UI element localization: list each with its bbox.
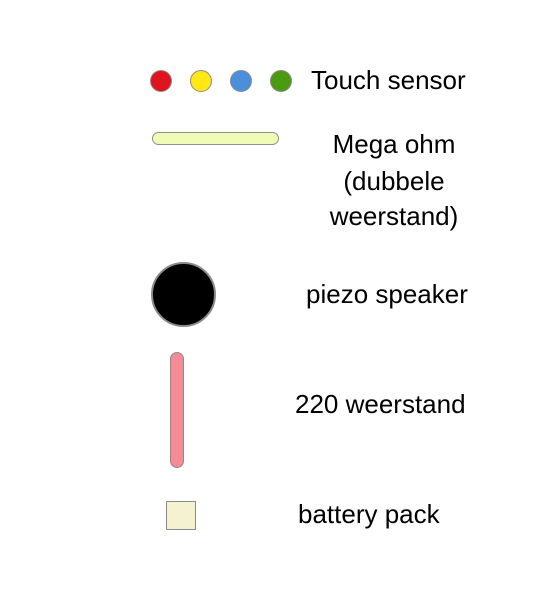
touch-sensor-dot-green (270, 70, 292, 92)
resistor-220-symbol (170, 352, 184, 468)
touch-sensor-label: Touch sensor (311, 65, 466, 95)
touch-sensor-dot-yellow (190, 70, 212, 92)
mega-ohm-label-line-3: weerstand) (329, 201, 459, 231)
battery-pack-symbol (166, 501, 196, 530)
piezo-speaker-label: piezo speaker (306, 279, 468, 309)
touch-sensor-dot-blue (230, 70, 252, 92)
mega-ohm-label-line-2: (dubbele (343, 166, 445, 196)
piezo-speaker-symbol (151, 262, 216, 327)
battery-pack-label: battery pack (298, 499, 440, 529)
resistor-220-label: 220 weerstand (295, 389, 466, 419)
mega-ohm-label-line-1: Mega ohm (332, 129, 456, 159)
mega-ohm-resistor-symbol (152, 132, 279, 145)
touch-sensor-dot-red (150, 70, 172, 92)
